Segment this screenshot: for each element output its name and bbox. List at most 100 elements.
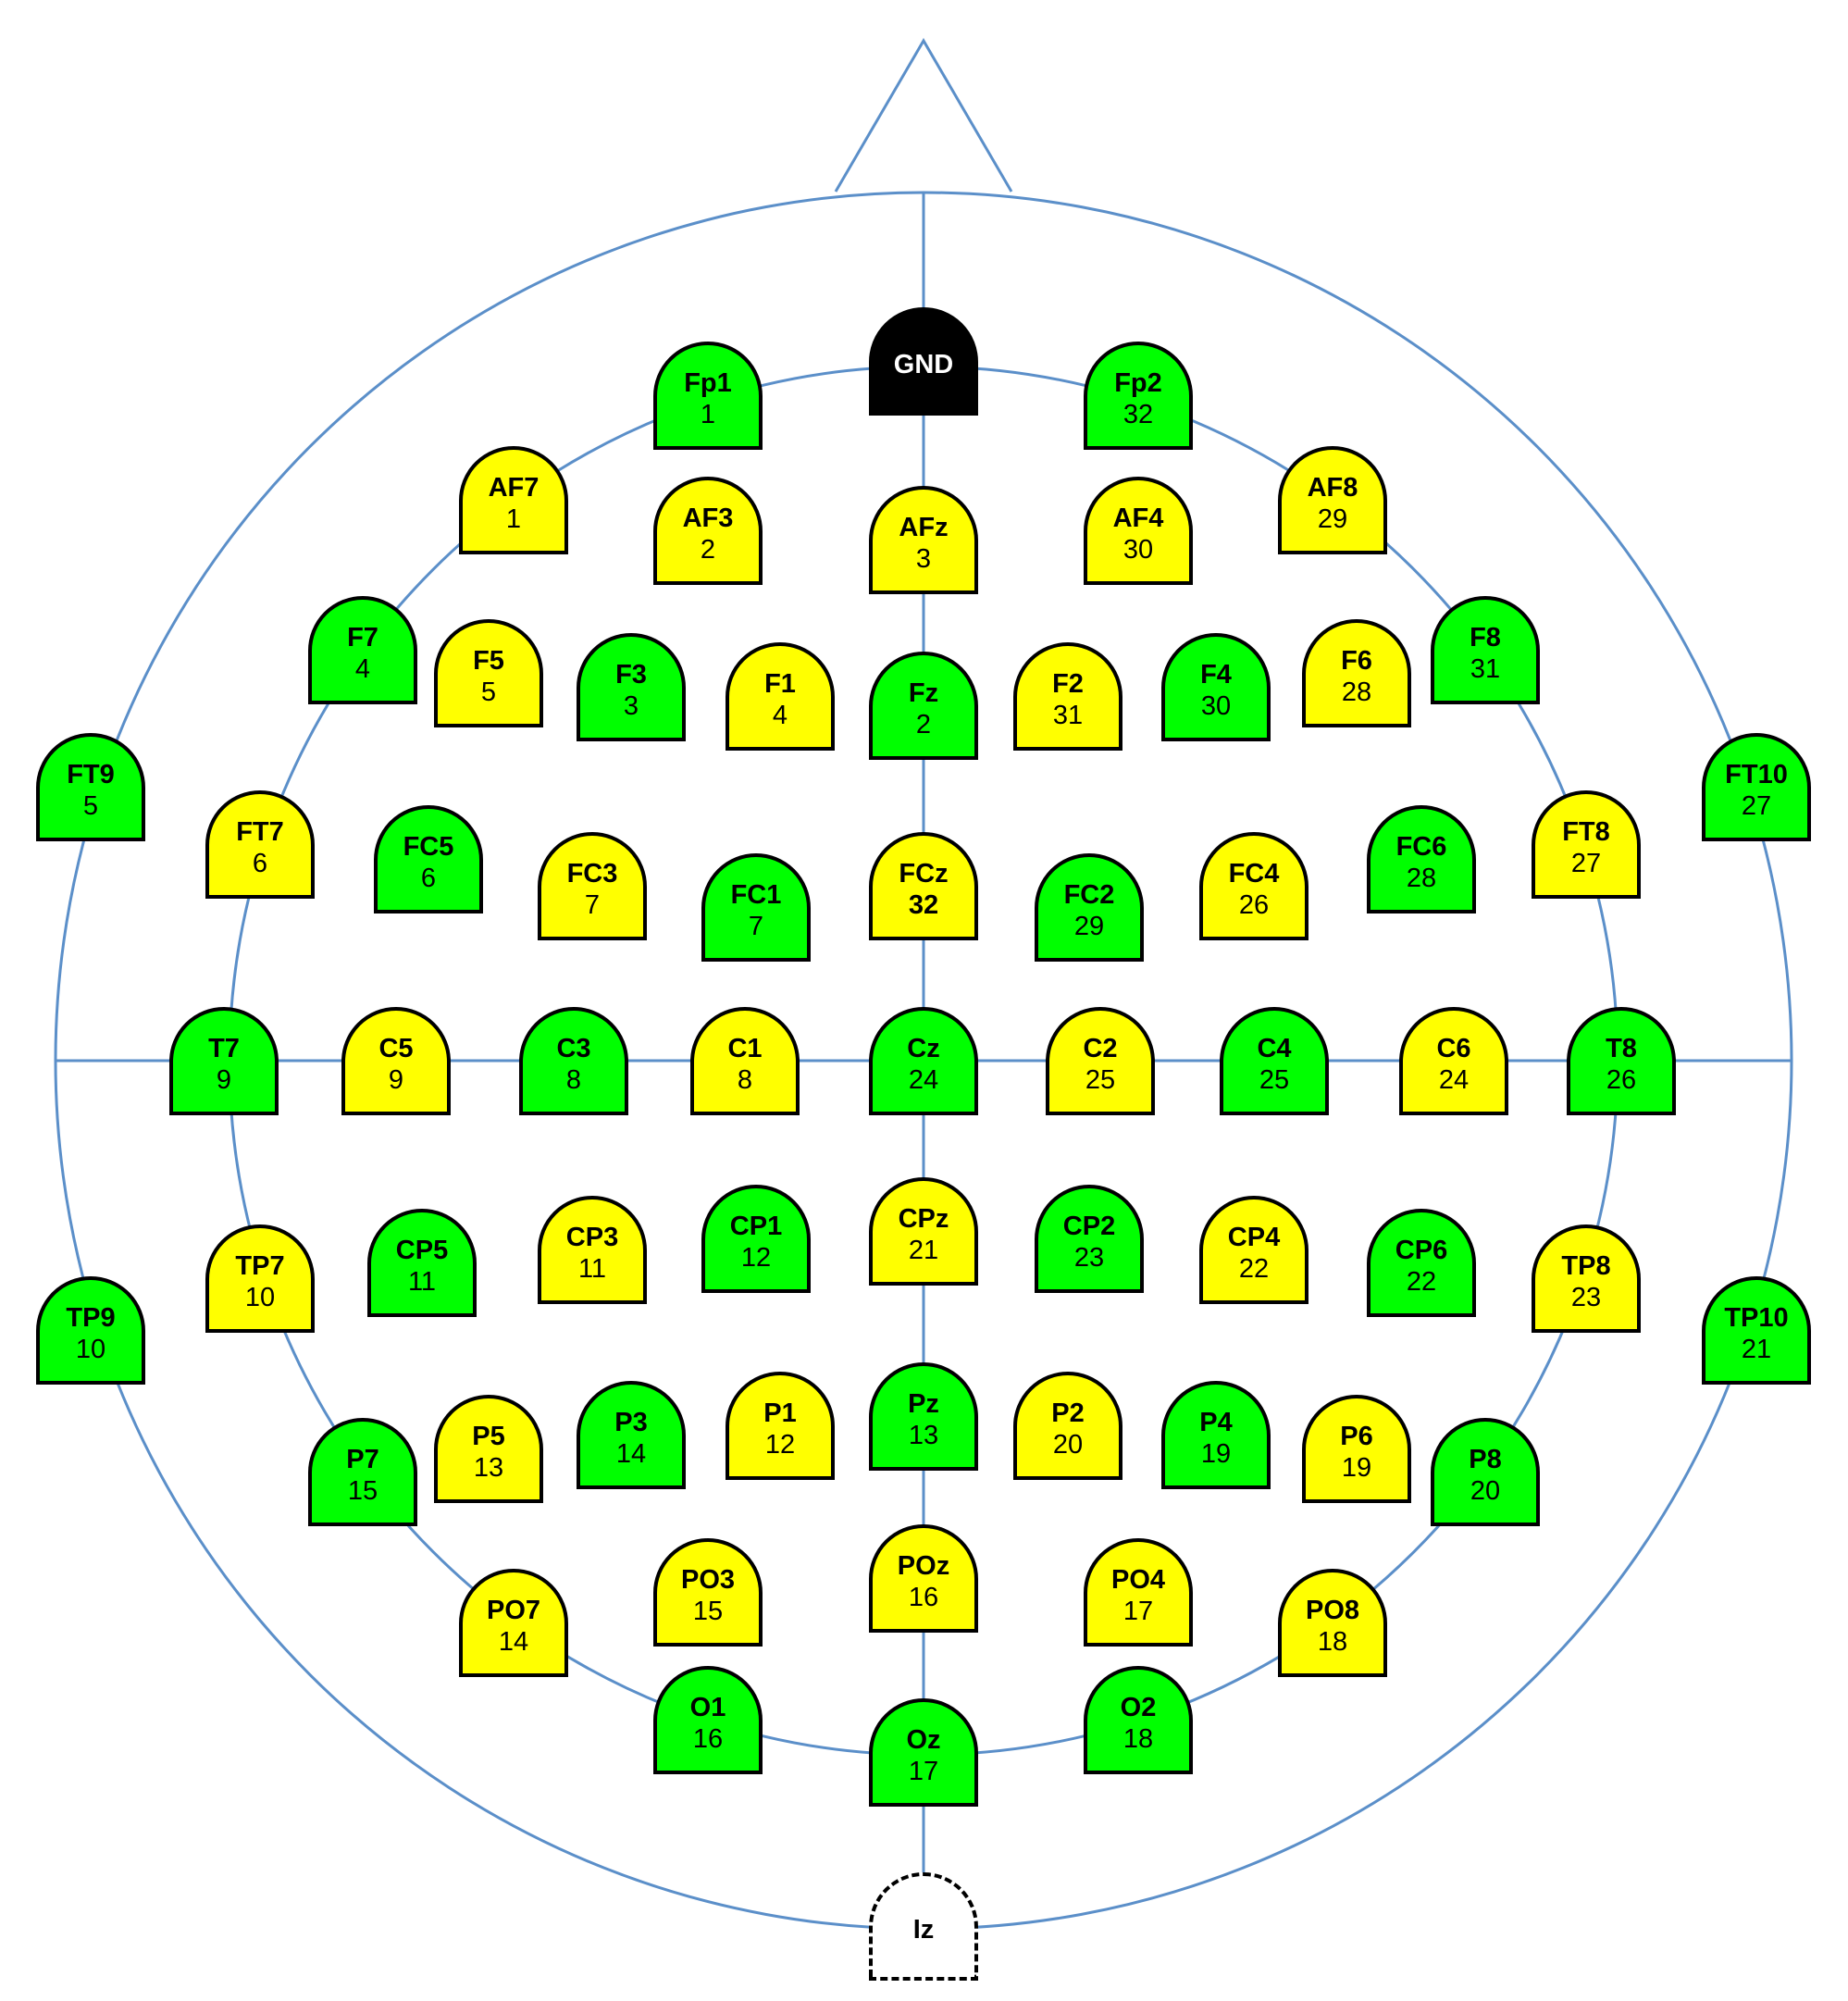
electrode-cp2: CP2 23 — [1035, 1184, 1144, 1293]
electrode-label: CP4 — [1227, 1223, 1281, 1252]
electrode-label: FT8 — [1562, 817, 1610, 847]
electrode-ft9: FT9 5 — [36, 732, 145, 841]
electrode-po4: PO4 17 — [1084, 1537, 1193, 1647]
electrode-fc4: FC4 26 — [1199, 831, 1308, 940]
electrode-label: C6 — [1436, 1034, 1471, 1063]
electrode-p3: P3 14 — [577, 1380, 686, 1489]
electrode-label: FCz — [899, 859, 949, 889]
channel-number: 27 — [1741, 791, 1772, 821]
electrode-p4: P4 19 — [1161, 1380, 1271, 1489]
electrode-label: TP8 — [1561, 1251, 1611, 1281]
electrode-fc3: FC3 7 — [538, 831, 647, 940]
electrode-t7: T7 9 — [169, 1006, 279, 1115]
channel-number: 16 — [692, 1724, 724, 1754]
channel-number: 6 — [252, 849, 268, 878]
electrode-po8: PO8 18 — [1278, 1568, 1387, 1677]
electrode-cpz: CPz 21 — [869, 1176, 978, 1286]
channel-number: 25 — [1085, 1065, 1116, 1095]
channel-number: 13 — [473, 1453, 504, 1483]
electrode-label: P6 — [1340, 1422, 1373, 1451]
channel-number: 15 — [347, 1476, 378, 1506]
channel-number: 23 — [1570, 1283, 1602, 1312]
electrode-ft8: FT8 27 — [1532, 789, 1641, 899]
electrode-label: CP1 — [729, 1212, 783, 1241]
electrode-label: Fz — [908, 678, 939, 708]
channel-number: 32 — [908, 890, 939, 920]
electrode-f2: F2 31 — [1013, 641, 1122, 751]
electrode-p6: P6 19 — [1302, 1394, 1411, 1503]
electrode-tp8: TP8 23 — [1532, 1224, 1641, 1333]
electrode-label: F3 — [615, 660, 647, 690]
electrode-p7: P7 15 — [308, 1417, 417, 1526]
electrode-c5: C5 9 — [341, 1006, 451, 1115]
electrode-po7: PO7 14 — [459, 1568, 568, 1677]
electrode-af3: AF3 2 — [653, 476, 763, 585]
electrode-label: TP10 — [1724, 1303, 1789, 1333]
electrode-label: CP2 — [1062, 1212, 1116, 1241]
electrode-f6: F6 28 — [1302, 618, 1411, 727]
channel-number: 10 — [75, 1335, 106, 1364]
electrode-cz: Cz 24 — [869, 1006, 978, 1115]
channel-number: 17 — [1122, 1597, 1154, 1626]
electrode-c1: C1 8 — [690, 1006, 800, 1115]
channel-number: 7 — [584, 890, 601, 920]
electrode-fp1: Fp1 1 — [653, 341, 763, 450]
electrode-afz: AFz 3 — [869, 485, 978, 594]
electrode-label: FT10 — [1725, 760, 1788, 789]
channel-number: 32 — [1122, 400, 1154, 429]
electrode-poz: POz 16 — [869, 1523, 978, 1633]
channel-number: 26 — [1238, 890, 1270, 920]
electrode-label: P5 — [472, 1422, 505, 1451]
electrode-label: Fp1 — [684, 368, 732, 398]
electrode-label: AFz — [899, 513, 949, 542]
channel-number: 5 — [82, 791, 99, 821]
electrode-label: P7 — [346, 1445, 379, 1474]
channel-number: 19 — [1341, 1453, 1372, 1483]
electrode-gnd: GND — [869, 306, 978, 416]
channel-number: 27 — [1570, 849, 1602, 878]
electrode-label: F5 — [473, 646, 504, 676]
electrode-p5: P5 13 — [434, 1394, 543, 1503]
channel-number: 21 — [908, 1236, 939, 1265]
electrode-cp6: CP6 22 — [1367, 1208, 1476, 1317]
electrode-label: P3 — [614, 1408, 648, 1437]
electrode-p8: P8 20 — [1431, 1417, 1540, 1526]
channel-number: 2 — [700, 535, 716, 565]
electrode-label: C3 — [556, 1034, 591, 1063]
electrode-label: PO3 — [680, 1565, 736, 1595]
electrode-label: F8 — [1470, 623, 1501, 652]
electrode-f3: F3 3 — [577, 632, 686, 741]
channel-number: 16 — [908, 1583, 939, 1612]
electrode-label: FC5 — [403, 832, 454, 862]
electrode-label: Oz — [906, 1725, 941, 1755]
electrode-label: F2 — [1052, 669, 1084, 699]
channel-number: 22 — [1406, 1267, 1437, 1297]
channel-number: 12 — [764, 1430, 796, 1460]
electrode-fz: Fz 2 — [869, 651, 978, 760]
electrode-label: Iz — [912, 1915, 935, 1945]
channel-number: 11 — [407, 1267, 437, 1297]
electrode-label: F7 — [347, 623, 378, 652]
electrode-label: P8 — [1469, 1445, 1502, 1474]
electrode-o2: O2 18 — [1084, 1665, 1193, 1774]
channel-number: 14 — [615, 1439, 647, 1469]
electrode-iz: Iz — [869, 1871, 978, 1981]
electrode-fc1: FC1 7 — [701, 852, 811, 962]
electrode-label: P4 — [1199, 1408, 1233, 1437]
electrode-label: P2 — [1051, 1398, 1085, 1428]
electrode-label: Fp2 — [1114, 368, 1162, 398]
channel-number: 18 — [1317, 1627, 1348, 1657]
channel-number: 1 — [700, 400, 716, 429]
channel-number: 20 — [1470, 1476, 1501, 1506]
electrode-fc2: FC2 29 — [1035, 852, 1144, 962]
electrode-label: C5 — [378, 1034, 414, 1063]
channel-number: 8 — [737, 1065, 753, 1095]
electrode-t8: T8 26 — [1567, 1006, 1676, 1115]
electrode-cp1: CP1 12 — [701, 1184, 811, 1293]
electrode-fcz: FCz 32 — [869, 831, 978, 940]
channel-number: 7 — [748, 912, 764, 941]
channel-number: 30 — [1200, 691, 1232, 721]
channel-number: 4 — [772, 701, 788, 730]
electrode-cp5: CP5 11 — [367, 1208, 477, 1317]
electrode-p2: P2 20 — [1013, 1371, 1122, 1480]
